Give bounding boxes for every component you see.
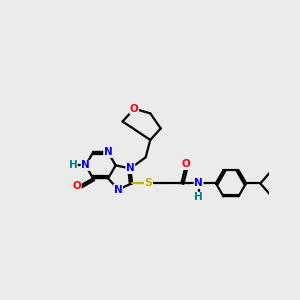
Text: N: N (114, 184, 122, 194)
Text: N: N (81, 160, 90, 170)
Text: N: N (126, 164, 135, 173)
Text: N: N (194, 178, 203, 188)
Text: S: S (145, 178, 152, 188)
Text: H: H (194, 192, 203, 202)
Text: O: O (181, 160, 190, 170)
Text: O: O (72, 182, 81, 191)
Text: N: N (104, 147, 112, 158)
Text: H: H (68, 160, 77, 170)
Text: O: O (130, 104, 139, 114)
